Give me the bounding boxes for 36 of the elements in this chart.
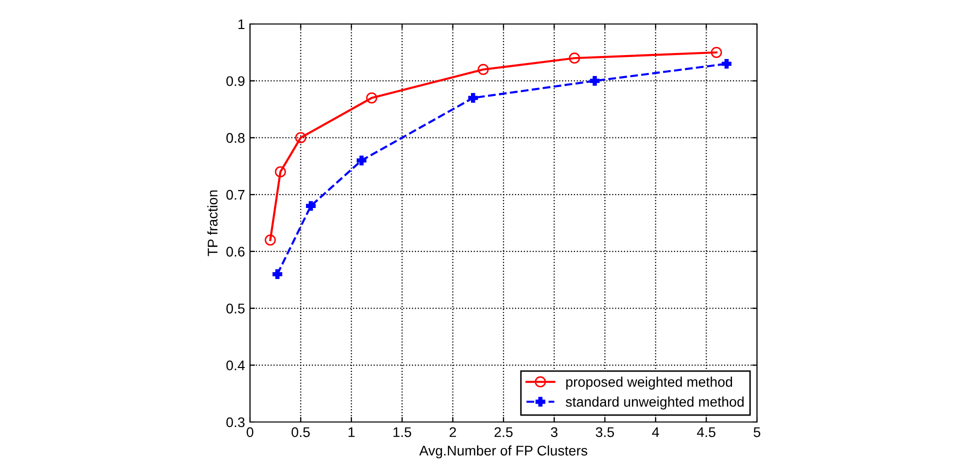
legend-label: standard unweighted method [566, 396, 744, 410]
y-tick-label: 1 [238, 19, 244, 30]
point [722, 58, 732, 69]
point [478, 64, 489, 76]
point [468, 93, 478, 103]
x-tick-label: 0.5 [292, 427, 310, 438]
point [295, 132, 306, 144]
x-tick-label: 3 [550, 427, 558, 438]
x-tick-label: 2.5 [494, 427, 513, 438]
x-tick-label: 0 [246, 427, 254, 438]
y-tick-label: 0.6 [226, 246, 245, 257]
x-tick-label: 1.5 [394, 427, 412, 438]
x-tick-label: 3.5 [596, 427, 614, 438]
point [590, 76, 600, 86]
point [306, 201, 316, 211]
x-tick-label: 1 [348, 427, 355, 437]
point [366, 92, 378, 104]
legend-label: proposed weighted method [566, 376, 732, 390]
x-tick-label: 4 [652, 427, 660, 437]
y-axis-title: TP fraction [207, 190, 218, 256]
y-tick-label: 0.4 [226, 360, 245, 370]
point [272, 269, 282, 280]
y-tick-label: 0.7 [226, 190, 244, 200]
x-tick-label: 5 [754, 427, 760, 438]
point [274, 166, 286, 178]
point [568, 52, 580, 64]
x-tick-label: 4.5 [696, 427, 716, 438]
x-axis-title: Avg.Number of FP Clusters [419, 445, 588, 458]
y-tick-label: 0.3 [226, 417, 245, 428]
x-tick-label: 2 [450, 427, 456, 437]
y-tick-label: 0.5 [226, 304, 245, 314]
y-tick-label: 0.9 [226, 76, 244, 86]
point [264, 234, 276, 246]
y-tick-label: 0.8 [226, 133, 245, 143]
point [356, 156, 366, 166]
point [710, 46, 722, 58]
